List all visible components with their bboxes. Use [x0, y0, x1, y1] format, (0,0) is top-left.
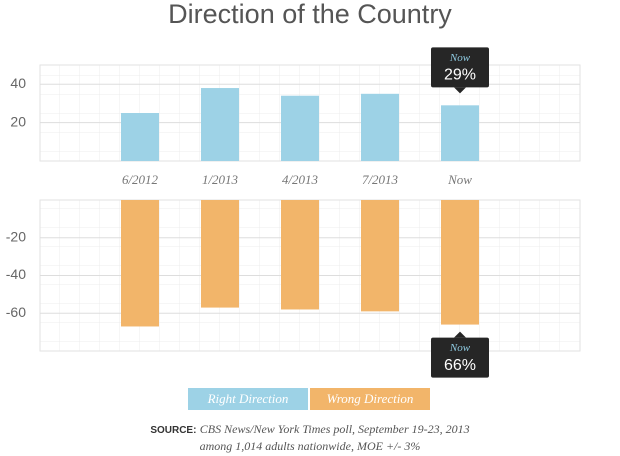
callout-title: Now [449, 52, 471, 64]
source: CBS News/New York Times poll, September … [200, 422, 470, 436]
x-tick-label: Now [447, 172, 472, 187]
callout-title: Now [449, 342, 471, 354]
bar [281, 95, 319, 161]
bar [361, 200, 399, 312]
y-tick-label: -60 [6, 304, 26, 320]
bar [441, 105, 479, 161]
chart-title: Direction of the Country [168, 0, 452, 29]
bar [201, 200, 239, 308]
x-tick-label: 6/2012 [122, 172, 159, 187]
callout-arrow [454, 87, 466, 94]
callout-text: 66% [444, 357, 476, 374]
callout-box [431, 337, 489, 378]
bar [121, 200, 159, 327]
source-label: SOURCE: [150, 425, 196, 436]
legend-swatch [310, 388, 430, 410]
x-tick-label: 7/2013 [362, 172, 399, 187]
y-tick-label: 20 [10, 113, 26, 129]
legend-swatch [188, 388, 308, 410]
source-line: SOURCE: CBS News/New York Times poll, Se… [150, 422, 469, 436]
callout-text: 29% [444, 67, 476, 84]
source-note: among 1,014 adults nationwide, MOE +/- 3… [200, 439, 421, 453]
marks: 6/2012 1/2013 4/2013 7/2013 Now 20 40 Right Dir… [6, 47, 580, 410]
bar [361, 93, 399, 161]
bar [281, 200, 319, 310]
x-tick-label: 1/2013 [202, 172, 239, 187]
y-tick-label: -20 [6, 228, 26, 244]
x-tick-label: 4/2013 [282, 172, 319, 187]
legend-label: Right Direction [207, 391, 289, 406]
bar [121, 113, 159, 161]
callout-box [431, 47, 489, 88]
y-tick-label: -40 [6, 266, 26, 282]
y-tick-label: 40 [10, 75, 26, 91]
bar [201, 88, 239, 161]
callout-arrow [454, 331, 466, 338]
legend-label: Wrong Direction [327, 391, 414, 406]
bar [441, 200, 479, 325]
